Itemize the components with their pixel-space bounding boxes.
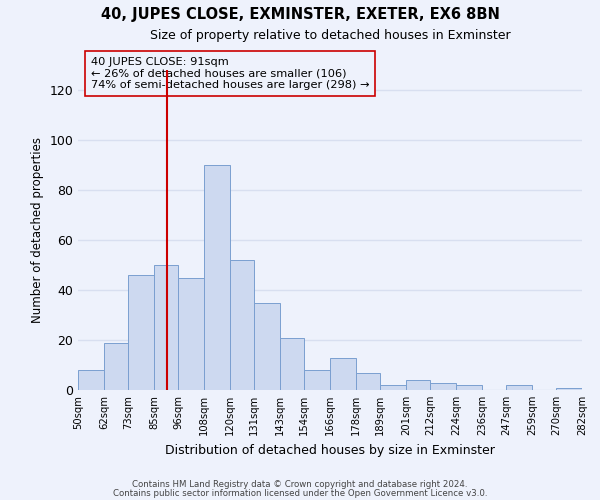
Bar — [506, 385, 532, 390]
Title: Size of property relative to detached houses in Exminster: Size of property relative to detached ho… — [149, 30, 511, 43]
Bar — [456, 385, 482, 390]
Bar — [430, 382, 456, 390]
Y-axis label: Number of detached properties: Number of detached properties — [31, 137, 44, 323]
Bar — [380, 385, 406, 390]
Bar — [104, 342, 128, 390]
Bar — [304, 370, 330, 390]
Bar — [154, 265, 178, 390]
X-axis label: Distribution of detached houses by size in Exminster: Distribution of detached houses by size … — [165, 444, 495, 456]
Bar — [556, 388, 582, 390]
Bar — [356, 372, 380, 390]
Text: Contains public sector information licensed under the Open Government Licence v3: Contains public sector information licen… — [113, 488, 487, 498]
Bar — [230, 260, 254, 390]
Text: 40 JUPES CLOSE: 91sqm
← 26% of detached houses are smaller (106)
74% of semi-det: 40 JUPES CLOSE: 91sqm ← 26% of detached … — [91, 57, 370, 90]
Bar — [254, 302, 280, 390]
Bar — [280, 338, 304, 390]
Text: Contains HM Land Registry data © Crown copyright and database right 2024.: Contains HM Land Registry data © Crown c… — [132, 480, 468, 489]
Bar — [128, 275, 154, 390]
Bar — [204, 165, 230, 390]
Bar — [406, 380, 430, 390]
Bar — [78, 370, 104, 390]
Text: 40, JUPES CLOSE, EXMINSTER, EXETER, EX6 8BN: 40, JUPES CLOSE, EXMINSTER, EXETER, EX6 … — [101, 8, 499, 22]
Bar — [330, 358, 356, 390]
Bar — [178, 278, 204, 390]
